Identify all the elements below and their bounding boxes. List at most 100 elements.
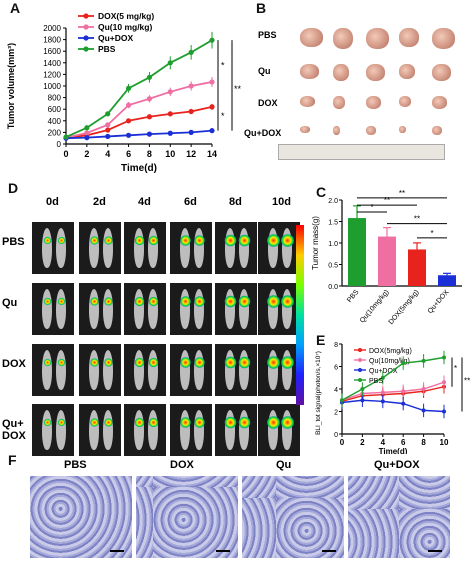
data-point [188,83,194,89]
luminescence-signal [180,235,191,246]
legend-label: DOX(5 mg/kg) [98,11,154,21]
luminescence-signal [148,357,159,368]
bli-mouse-image [124,222,166,274]
mouse [103,289,113,329]
data-point [340,398,344,403]
day-label: 4d [138,196,151,208]
mouse [268,410,278,450]
y-tick-label: 2.0 [328,198,338,205]
x-tick-label: 10 [165,149,175,159]
luminescence-signal [238,416,251,429]
luminescence-signal [148,296,159,307]
data-point [105,133,111,140]
bli-mouse-image [215,344,257,396]
mouse [56,410,66,450]
bli-row-label: Qu [2,297,18,309]
scale-bar [428,550,442,552]
series-line-0 [65,106,213,139]
data-point [84,130,90,136]
legend-marker [83,13,89,19]
luminescence-signal [281,416,294,429]
mouse [282,289,292,329]
y-tick-label: 600 [48,105,62,114]
bli-mouse-image [124,283,166,335]
tumor-photo [432,96,447,109]
mouse [148,289,158,329]
bli-mouse-image [170,404,212,456]
luminescence-signal [267,295,280,308]
mouse [239,410,249,450]
data-point [84,135,90,141]
x-tick-label: 2 [360,438,365,447]
y-axis-label: BLI_tot signal(photon/s,×10⁷) [315,351,322,435]
data-point [188,108,194,115]
histology-image [242,476,344,558]
legend-label: Qu(10 mg/kg) [98,22,152,32]
histology-label: Qu+DOX [374,459,420,471]
luminescence-signal [57,297,66,306]
luminescence-signal [43,418,52,427]
bli-mouse-image [258,404,300,456]
tumor-mass-chart: 0.0 0.5 1.0 1.5 2.0 Tumor mass(g) PBSQu(10mg/k… [312,189,462,326]
y-tick-label: 0 [57,140,62,149]
tumor-photo [333,64,349,81]
tumor-row-label: PBS [258,30,277,40]
mouse [103,228,113,268]
sig-mark: * [370,203,373,212]
luminescence-signal [281,234,294,247]
x-tick-label: 4 [105,149,110,159]
mouse [282,350,292,390]
tumor-photo [399,96,411,107]
data-point [146,114,153,120]
data-point [401,401,406,406]
bli-mouse-image [32,222,74,274]
bli-mouse-image [258,222,300,274]
data-point [63,134,69,140]
luminescence-signal [267,356,280,369]
data-point [188,49,194,55]
luminescence-signal [57,358,66,367]
mouse [89,228,99,268]
tumor-volume-chart: 0 200 400 600 800 1000 1200 1400 1600 1800 2000 0 2 4… [6,11,242,174]
luminescence-signal [43,236,52,245]
legend-label: DOX(5mg/kg) [369,348,412,355]
series-line-2 [341,399,445,413]
day-label: 2d [93,196,106,208]
data-point [380,390,385,395]
y-tick-label: 4 [334,387,338,394]
luminescence-signal [104,236,113,245]
x-tick-label: 10 [440,438,449,447]
tumor-photo [366,96,381,109]
luminescence-signal [43,297,52,306]
mouse [134,289,144,329]
panel-label-b: B [256,0,267,16]
luminescence-signal [148,235,159,246]
bli-mouse-image [32,404,74,456]
mouse [282,228,292,268]
y-tick-label: 1000 [43,82,61,91]
day-label: 10d [272,196,291,208]
series-line-1 [65,81,213,139]
x-tick-label: 14 [207,149,217,159]
luminescence-signal [267,416,280,429]
bli-mouse-image [79,222,121,274]
data-point [125,118,132,124]
mouse [225,228,235,268]
tumor-photo [366,126,376,135]
data-point [209,104,215,110]
mouse [42,228,52,268]
sig-mark: * [221,111,225,121]
luminescence-signal [57,418,66,427]
luminescence-signal [104,358,113,367]
tumor-row-label: DOX [258,98,278,108]
histology-image [348,476,450,558]
mouse [103,350,113,390]
data-point [146,74,153,80]
y-tick-label: 2000 [43,24,61,33]
mouse [134,350,144,390]
scale-bar [322,550,336,552]
legend-label: PBS [369,378,383,385]
bar [408,249,426,286]
luminescence-signal [90,418,99,427]
series-line-3 [65,39,213,138]
